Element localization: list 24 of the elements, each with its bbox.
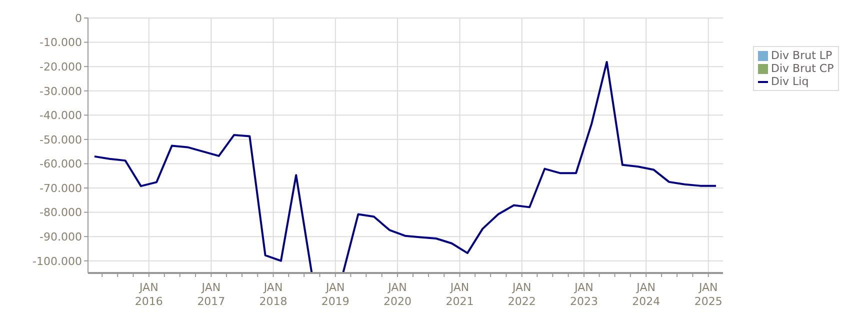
- y-tick-label: -70.000: [40, 182, 82, 195]
- x-tick-label: JAN 2019: [321, 281, 350, 308]
- y-tick-label: -40.000: [40, 109, 82, 122]
- legend-label: Div Brut LP: [771, 49, 832, 62]
- y-tick-label: 0: [75, 12, 82, 25]
- y-tick-label: -30.000: [40, 84, 82, 98]
- x-tick-label: JAN 2025: [694, 281, 722, 308]
- y-tick-label: -10.000: [40, 36, 82, 50]
- x-tick-label: JAN 2022: [508, 281, 536, 308]
- x-tick-label: JAN 2024: [632, 281, 660, 308]
- y-tick-label: -50.000: [40, 133, 82, 146]
- legend-label: Div Liq: [771, 75, 809, 88]
- x-tick-label: JAN 2017: [197, 281, 226, 308]
- x-tick-label: JAN 2016: [134, 281, 163, 308]
- y-tick-label: -80.000: [40, 206, 82, 220]
- legend-label: Div Brut CP: [771, 62, 834, 75]
- x-tick-label: JAN 2018: [259, 281, 288, 308]
- y-tick-label: -20.000: [40, 60, 82, 74]
- y-tick-label: -100.000: [32, 254, 82, 268]
- x-tick-label: JAN 2023: [570, 281, 598, 308]
- x-tick-label: JAN 2020: [384, 281, 412, 308]
- y-tick-label: -90.000: [40, 230, 82, 244]
- y-tick-label: -60.000: [40, 158, 82, 171]
- x-tick-label: JAN 2021: [446, 281, 474, 308]
